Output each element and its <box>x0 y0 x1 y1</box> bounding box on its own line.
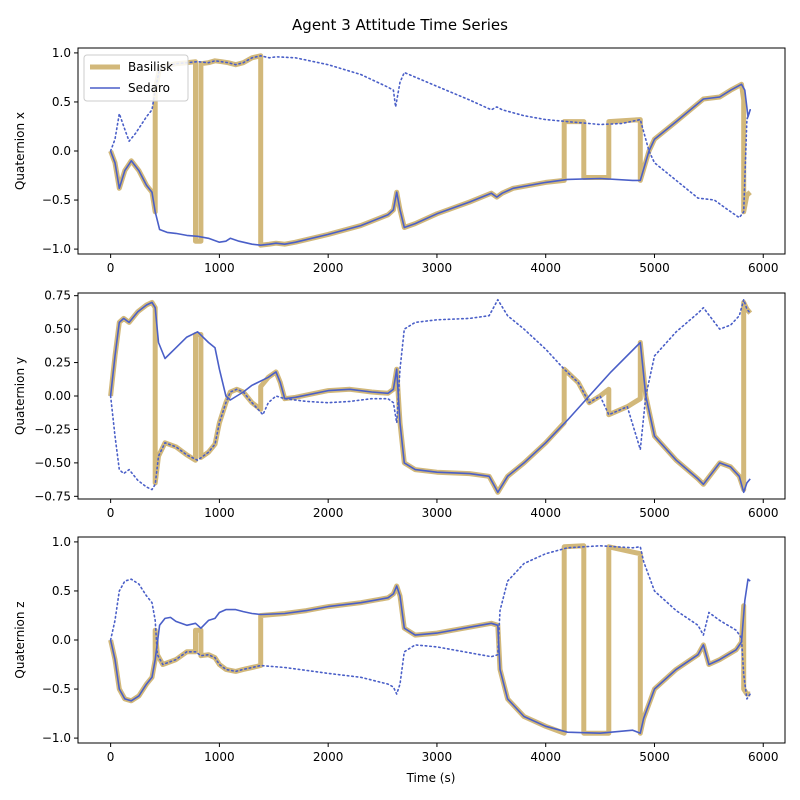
y-tick-label: −0.5 <box>42 682 71 696</box>
legend: Basilisk Sedaro <box>83 54 189 102</box>
x-tick-label: 2000 <box>313 261 344 275</box>
y-tick-label: 0.0 <box>52 633 71 647</box>
plot-area <box>108 298 753 495</box>
x-tick-label: 1000 <box>204 506 235 520</box>
sedaro-solid-line <box>109 578 751 734</box>
y-tick-label: 0.0 <box>52 144 71 158</box>
x-tick-label: 0 <box>107 506 115 520</box>
x-tick-label: 1000 <box>204 261 235 275</box>
y-tick-label: −0.5 <box>42 193 71 207</box>
subplot-1: 0 1000 2000 3000 4000 5000 6000 1.0 0.5 0.0 −0.5 −1… <box>13 46 786 275</box>
y-axis-label: Quaternion y <box>13 357 27 435</box>
y-tick-label: 0.75 <box>44 289 71 303</box>
y-tick-label: −1.0 <box>42 242 71 256</box>
sedaro-solid-line <box>109 301 751 494</box>
subplots: 0 1000 2000 3000 4000 5000 6000 1.0 0.5 0.0 −0.5 −1… <box>13 46 786 764</box>
x-tick-label: 6000 <box>748 261 779 275</box>
y-tick-label: −0.50 <box>34 456 71 470</box>
y-tick-label: 0.25 <box>44 356 71 370</box>
x-tick-label: 2000 <box>313 750 344 764</box>
y-tick-label: −0.75 <box>34 489 71 503</box>
subplot-3: 0 1000 2000 3000 4000 5000 6000 1.0 0.5 0.0 −0.5 −1… <box>13 535 786 764</box>
x-tick-label: 1000 <box>204 750 235 764</box>
x-tick-label: 4000 <box>530 506 561 520</box>
x-tick-label: 0 <box>107 750 115 764</box>
y-tick-label: 1.0 <box>52 46 71 60</box>
y-axis-label: Quaternion z <box>13 601 27 678</box>
y-tick-label: 1.0 <box>52 535 71 549</box>
y-axis-label: Quaternion x <box>13 112 27 190</box>
x-tick-label: 3000 <box>422 261 453 275</box>
y-tick-label: −0.25 <box>34 422 71 436</box>
x-tick-label: 0 <box>107 261 115 275</box>
x-tick-label: 5000 <box>639 750 670 764</box>
x-tick-label: 5000 <box>639 261 670 275</box>
x-tick-label: 2000 <box>313 506 344 520</box>
y-tick-label: 0.00 <box>44 389 71 403</box>
x-tick-label: 3000 <box>422 506 453 520</box>
legend-label-basilisk: Basilisk <box>128 60 173 74</box>
x-tick-label: 4000 <box>530 750 561 764</box>
sedaro-solid-line <box>109 83 751 246</box>
x-tick-label: 5000 <box>639 506 670 520</box>
subplot-2: 0 1000 2000 3000 4000 5000 6000 0.75 0.50 0.25 0.0… <box>13 289 786 520</box>
x-tick-label: 6000 <box>748 750 779 764</box>
x-axis-label: Time (s) <box>406 771 456 785</box>
figure-title: Agent 3 Attitude Time Series <box>292 16 508 34</box>
y-tick-label: −1.0 <box>42 731 71 745</box>
plot-area <box>108 543 751 736</box>
x-tick-label: 4000 <box>530 261 561 275</box>
y-tick-label: 0.5 <box>52 95 71 109</box>
legend-label-sedaro: Sedaro <box>128 81 170 95</box>
x-tick-label: 6000 <box>748 506 779 520</box>
sedaro-dotted-line <box>109 298 751 491</box>
y-tick-label: 0.50 <box>44 322 71 336</box>
x-tick-label: 3000 <box>422 750 453 764</box>
y-tick-label: 0.5 <box>52 584 71 598</box>
